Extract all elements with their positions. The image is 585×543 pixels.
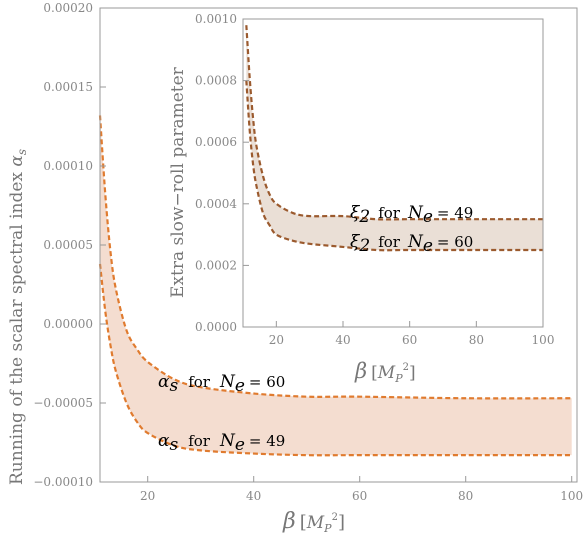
- main-band-area: [100, 115, 572, 456]
- main-x-tick-label: 40: [246, 489, 261, 503]
- inset-plot: 20 40 60 80 100 0.00000.00020.00040.00060.00…: [168, 12, 554, 385]
- inset-band-area: [246, 25, 543, 251]
- main-x-tick-label: 60: [352, 489, 367, 503]
- inset-annotation-upper: ξ2 for Ne = 49: [350, 203, 473, 227]
- inset-series-line-ne49: [245, 25, 543, 221]
- main-series-line-ne60: [98, 115, 572, 400]
- main-series-line-ne49: [98, 263, 572, 457]
- main-y-tick-label: −0.00010: [33, 475, 93, 489]
- inset-y-ticks: 0.0000 0.0002 0.0004 0.0006 0.0008 0.0010: [195, 12, 249, 334]
- main-x-tick-label: 20: [140, 489, 155, 503]
- main-x-tick-label: 80: [458, 489, 473, 503]
- main-annotation-lower: αs for Ne = 49: [158, 431, 285, 455]
- main-x-tick-label: 100: [560, 489, 583, 503]
- main-y-tick-label: 0.00005: [43, 238, 93, 252]
- inset-y-tick-label: 0.0004: [195, 197, 237, 211]
- inset-background: [243, 19, 543, 327]
- main-y-tick-label: 0.00000: [43, 317, 93, 331]
- inset-x-tick-label: 100: [532, 333, 555, 347]
- main-y-ticks: −0.00010 −0.00005 0.00000 0.00005 0.00010 0.0…: [33, 1, 106, 489]
- inset-series-line-ne60: [245, 80, 543, 252]
- inset-x-tick-label: 80: [469, 333, 484, 347]
- main-y-tick-label: −0.00005: [33, 396, 93, 410]
- main-y-tick-label: 0.00015: [43, 80, 93, 94]
- main-y-tick-label: 0.00020: [43, 1, 93, 15]
- main-plot: 20 40 60 80 100 −0.00010 −0.00005 0.00000 0.000…: [7, 1, 583, 535]
- inset-y-tick-label: 0.0010: [195, 12, 237, 26]
- inset-frame: [242, 18, 544, 328]
- inset-y-tick-label: 0.0002: [195, 258, 237, 272]
- main-y-axis-label: Running of the scalar spectral index αs: [7, 149, 29, 485]
- inset-y-tick-label: 0.0008: [195, 74, 237, 88]
- inset-y-tick-label: 0.0000: [195, 320, 237, 334]
- inset-x-axis-label: β [MP2]: [354, 359, 416, 385]
- main-x-axis-label: β [MP2]: [282, 509, 345, 535]
- inset-x-tick-label: 40: [335, 333, 350, 347]
- inset-x-ticks: 20 40 60 80 100: [269, 321, 555, 347]
- inset-y-axis-label: Extra slow−roll parameter: [168, 66, 188, 298]
- main-annotation-upper: αs for Ne = 60: [158, 372, 285, 396]
- inset-x-tick-label: 60: [402, 333, 417, 347]
- inset-annotation-lower: ξ2 for Ne = 60: [350, 232, 473, 256]
- inset-y-tick-label: 0.0006: [195, 135, 237, 149]
- inset-x-tick-label: 20: [269, 333, 284, 347]
- main-y-tick-label: 0.00010: [43, 159, 93, 173]
- main-x-ticks: 20 40 60 80 100: [140, 476, 583, 503]
